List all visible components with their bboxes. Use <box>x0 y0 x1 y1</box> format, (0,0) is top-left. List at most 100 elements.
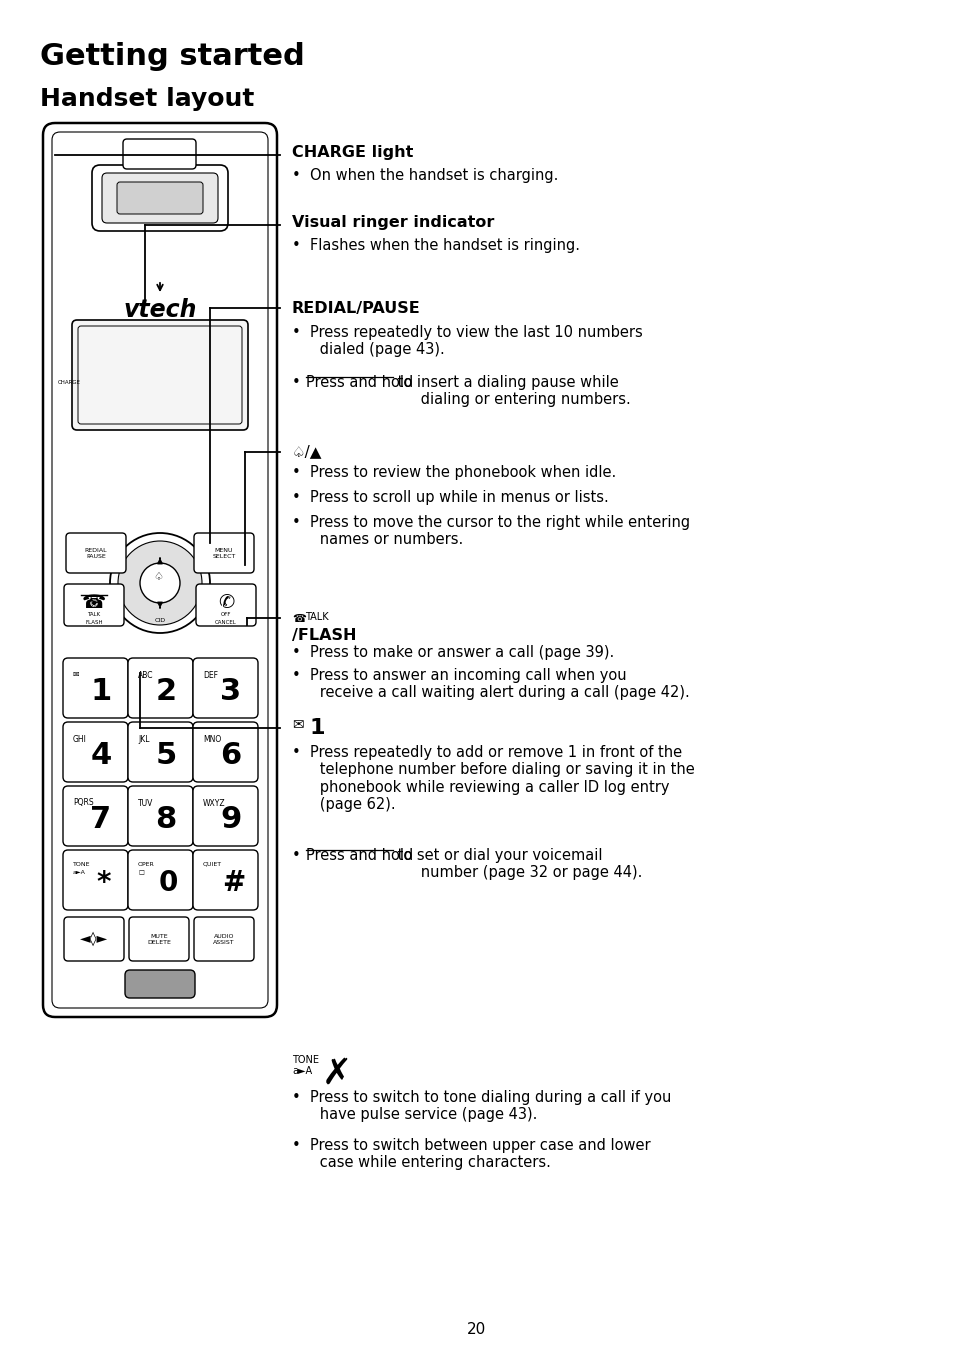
FancyBboxPatch shape <box>193 533 253 573</box>
Text: PAUSE: PAUSE <box>86 554 106 558</box>
Text: Press and hold: Press and hold <box>306 375 413 390</box>
Text: SELECT: SELECT <box>213 554 235 558</box>
FancyBboxPatch shape <box>193 917 253 961</box>
Text: a►A: a►A <box>292 1066 312 1076</box>
Text: •: • <box>292 848 300 862</box>
Text: JKL: JKL <box>138 734 150 743</box>
FancyBboxPatch shape <box>91 165 228 232</box>
FancyBboxPatch shape <box>117 181 203 214</box>
Text: CHARGE: CHARGE <box>58 380 81 386</box>
Text: to insert a dialing pause while
      dialing or entering numbers.: to insert a dialing pause while dialing … <box>393 375 630 408</box>
Text: MUTE: MUTE <box>150 933 168 938</box>
Text: ✆: ✆ <box>217 593 233 612</box>
Text: •  Press to switch between upper case and lower
      case while entering charac: • Press to switch between upper case and… <box>292 1137 650 1170</box>
Text: Visual ringer indicator: Visual ringer indicator <box>292 214 494 229</box>
FancyBboxPatch shape <box>43 123 276 1017</box>
FancyBboxPatch shape <box>63 787 128 846</box>
Text: TONE: TONE <box>292 1055 318 1066</box>
Circle shape <box>118 542 202 626</box>
FancyBboxPatch shape <box>64 917 124 961</box>
Text: •  Press to review the phonebook when idle.: • Press to review the phonebook when idl… <box>292 464 616 481</box>
Text: 2: 2 <box>155 677 176 705</box>
Text: •  Press to make or answer a call (page 39).: • Press to make or answer a call (page 3… <box>292 645 614 659</box>
Text: /FLASH: /FLASH <box>292 628 356 643</box>
Text: Getting started: Getting started <box>40 42 304 70</box>
Text: ☎: ☎ <box>82 593 106 612</box>
FancyBboxPatch shape <box>64 584 124 626</box>
Text: vtech: vtech <box>123 298 196 322</box>
FancyBboxPatch shape <box>71 320 248 431</box>
Text: □: □ <box>138 871 144 876</box>
Text: •  Press to answer an incoming call when you
      receive a call waiting alert : • Press to answer an incoming call when … <box>292 668 689 700</box>
Text: ASSIST: ASSIST <box>213 940 234 945</box>
FancyBboxPatch shape <box>102 173 218 223</box>
FancyBboxPatch shape <box>66 533 126 573</box>
Text: MNO: MNO <box>203 734 221 743</box>
FancyBboxPatch shape <box>193 658 257 718</box>
Text: QUIET: QUIET <box>203 861 222 867</box>
Text: ✉: ✉ <box>73 670 79 680</box>
Text: #: # <box>222 869 245 896</box>
Text: Press and hold: Press and hold <box>306 848 413 862</box>
Text: REDIAL: REDIAL <box>85 547 107 552</box>
Text: •  Press repeatedly to add or remove 1 in front of the
      telephone number be: • Press repeatedly to add or remove 1 in… <box>292 745 694 812</box>
Text: 1: 1 <box>91 677 112 705</box>
FancyBboxPatch shape <box>128 658 193 718</box>
Text: OFF: OFF <box>220 612 231 617</box>
Text: 4: 4 <box>91 741 112 769</box>
Text: •  Flashes when the handset is ringing.: • Flashes when the handset is ringing. <box>292 238 579 253</box>
Text: 8: 8 <box>155 804 176 834</box>
Text: TUV: TUV <box>138 799 153 807</box>
Text: Handset layout: Handset layout <box>40 87 254 111</box>
FancyBboxPatch shape <box>129 917 189 961</box>
FancyBboxPatch shape <box>193 787 257 846</box>
FancyBboxPatch shape <box>128 850 193 910</box>
Text: ✉: ✉ <box>292 718 303 733</box>
Text: a►A: a►A <box>73 871 86 876</box>
Text: DELETE: DELETE <box>147 940 171 945</box>
Text: ◄◊►: ◄◊► <box>80 932 108 946</box>
Text: 7: 7 <box>91 804 112 834</box>
Text: 5: 5 <box>155 741 176 769</box>
Text: •  Press to scroll up while in menus or lists.: • Press to scroll up while in menus or l… <box>292 490 608 505</box>
Text: •: • <box>292 375 300 390</box>
Text: to set or dial your voicemail
      number (page 32 or page 44).: to set or dial your voicemail number (pa… <box>393 848 641 880</box>
Text: 9: 9 <box>220 804 241 834</box>
Text: AUDIO: AUDIO <box>213 933 234 938</box>
FancyBboxPatch shape <box>128 722 193 783</box>
Text: ☎: ☎ <box>292 613 306 624</box>
Text: ♤/▲: ♤/▲ <box>292 444 322 459</box>
Text: 1: 1 <box>310 718 325 738</box>
Text: CHARGE light: CHARGE light <box>292 145 413 160</box>
Circle shape <box>110 533 210 634</box>
FancyBboxPatch shape <box>128 787 193 846</box>
FancyBboxPatch shape <box>125 969 194 998</box>
FancyBboxPatch shape <box>63 850 128 910</box>
Text: TALK: TALK <box>88 612 100 617</box>
Text: CANCEL: CANCEL <box>214 620 236 624</box>
Text: •  On when the handset is charging.: • On when the handset is charging. <box>292 168 558 183</box>
Text: ~: ~ <box>86 593 102 612</box>
FancyBboxPatch shape <box>123 139 195 169</box>
Text: GHI: GHI <box>73 734 87 743</box>
FancyBboxPatch shape <box>63 658 128 718</box>
FancyBboxPatch shape <box>63 722 128 783</box>
Text: PQRS: PQRS <box>73 799 93 807</box>
FancyBboxPatch shape <box>195 584 255 626</box>
FancyBboxPatch shape <box>193 722 257 783</box>
Text: REDIAL/PAUSE: REDIAL/PAUSE <box>292 301 420 315</box>
Text: 0: 0 <box>159 869 178 896</box>
Text: DEF: DEF <box>203 670 218 680</box>
Text: OPER: OPER <box>138 861 154 867</box>
Text: CID: CID <box>154 619 166 623</box>
Text: TALK: TALK <box>305 612 328 621</box>
Text: 6: 6 <box>220 741 241 769</box>
Text: •  Press to switch to tone dialing during a call if you
      have pulse service: • Press to switch to tone dialing during… <box>292 1090 671 1122</box>
Text: MENU: MENU <box>214 547 233 552</box>
Text: TONE: TONE <box>73 861 91 867</box>
Text: •  Press repeatedly to view the last 10 numbers
      dialed (page 43).: • Press repeatedly to view the last 10 n… <box>292 325 642 357</box>
Text: 3: 3 <box>220 677 241 705</box>
Text: ♤: ♤ <box>152 571 163 582</box>
Text: FLASH: FLASH <box>85 620 103 624</box>
Text: *: * <box>96 869 111 896</box>
